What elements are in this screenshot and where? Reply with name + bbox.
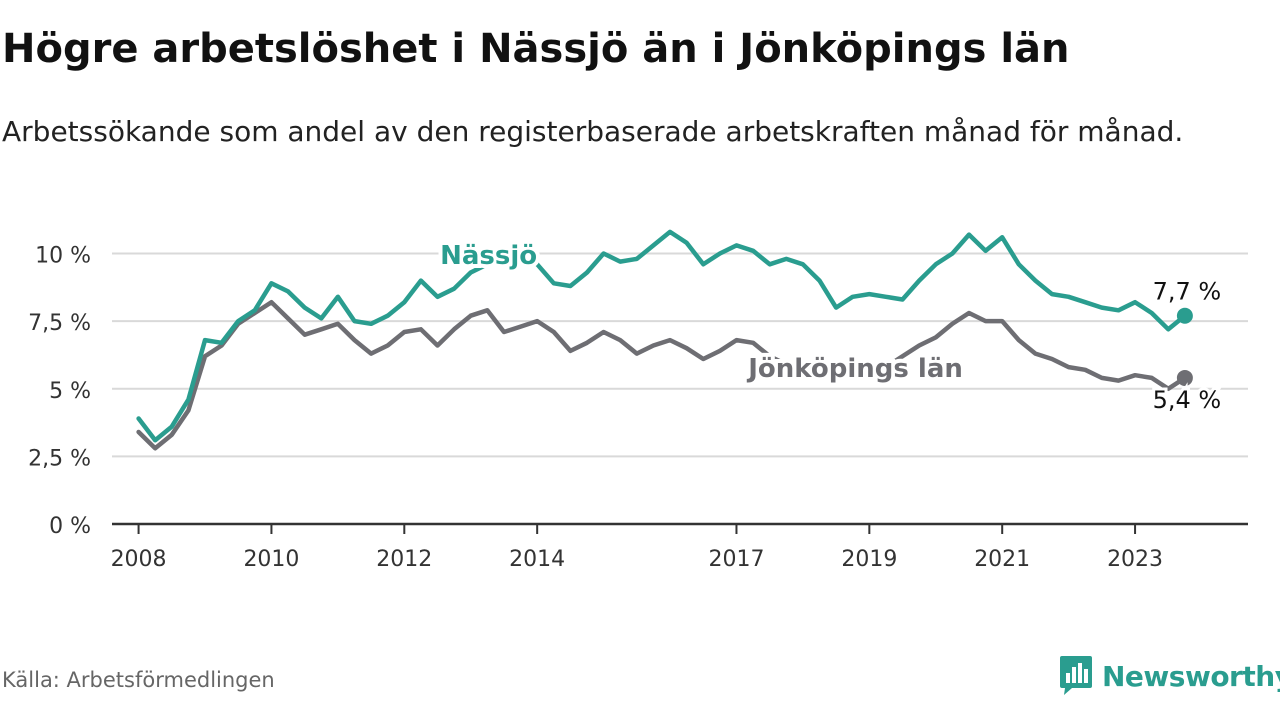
y-tick-label: 10 % [35, 244, 91, 269]
series-line-nassjo [136, 229, 1188, 443]
x-tick-label: 2014 [509, 547, 565, 572]
bar-chart-icon [1060, 656, 1092, 695]
end-label-nassjo: 7,7 % [1153, 278, 1222, 306]
y-tick-label: 5 % [49, 379, 91, 404]
brand-name: Newsworthy [1102, 659, 1280, 693]
x-tick-label: 2010 [243, 547, 299, 572]
x-tick-label: 2008 [111, 547, 167, 572]
y-tick-label: 0 % [49, 514, 91, 539]
y-tick-label: 2,5 % [28, 446, 91, 471]
series-line-jonkopings-lan [136, 299, 1188, 451]
series-lines [136, 229, 1193, 451]
x-tick-label: 2017 [708, 547, 764, 572]
y-tick-label: 7,5 % [28, 311, 91, 336]
x-tick-label: 2012 [376, 547, 432, 572]
series-label-jonkopings-lan: Jönköpings län [746, 354, 963, 384]
series-label-nassjo: Nässjö [440, 241, 537, 271]
end-label-jonkopings-lan: 5,4 % [1153, 386, 1222, 414]
newsworthy-logo[interactable]: Newsworthy [1058, 654, 1280, 698]
end-point-nassjo [1176, 307, 1193, 324]
axes: 0 % 2,5 % 5 % 7,5 % 10 % 2008 2010 2012 2014 2017… [28, 244, 1248, 572]
x-tick-label: 2019 [841, 547, 897, 572]
end-point-jonkopings-lan [1176, 369, 1193, 386]
chart-subtitle: Arbetssökande som andel av den registerb… [2, 115, 1184, 148]
source-note: Källa: Arbetsförmedlingen [2, 668, 275, 692]
chart-labels: 7,7 % 5,4 % Nässjö Jönköpings län [436, 237, 1224, 417]
chart-title: Högre arbetslöshet i Nässjö än i Jönköpi… [2, 26, 1070, 72]
x-tick-label: 2023 [1107, 547, 1163, 572]
gridlines [112, 252, 1248, 458]
x-tick-label: 2021 [974, 547, 1030, 572]
